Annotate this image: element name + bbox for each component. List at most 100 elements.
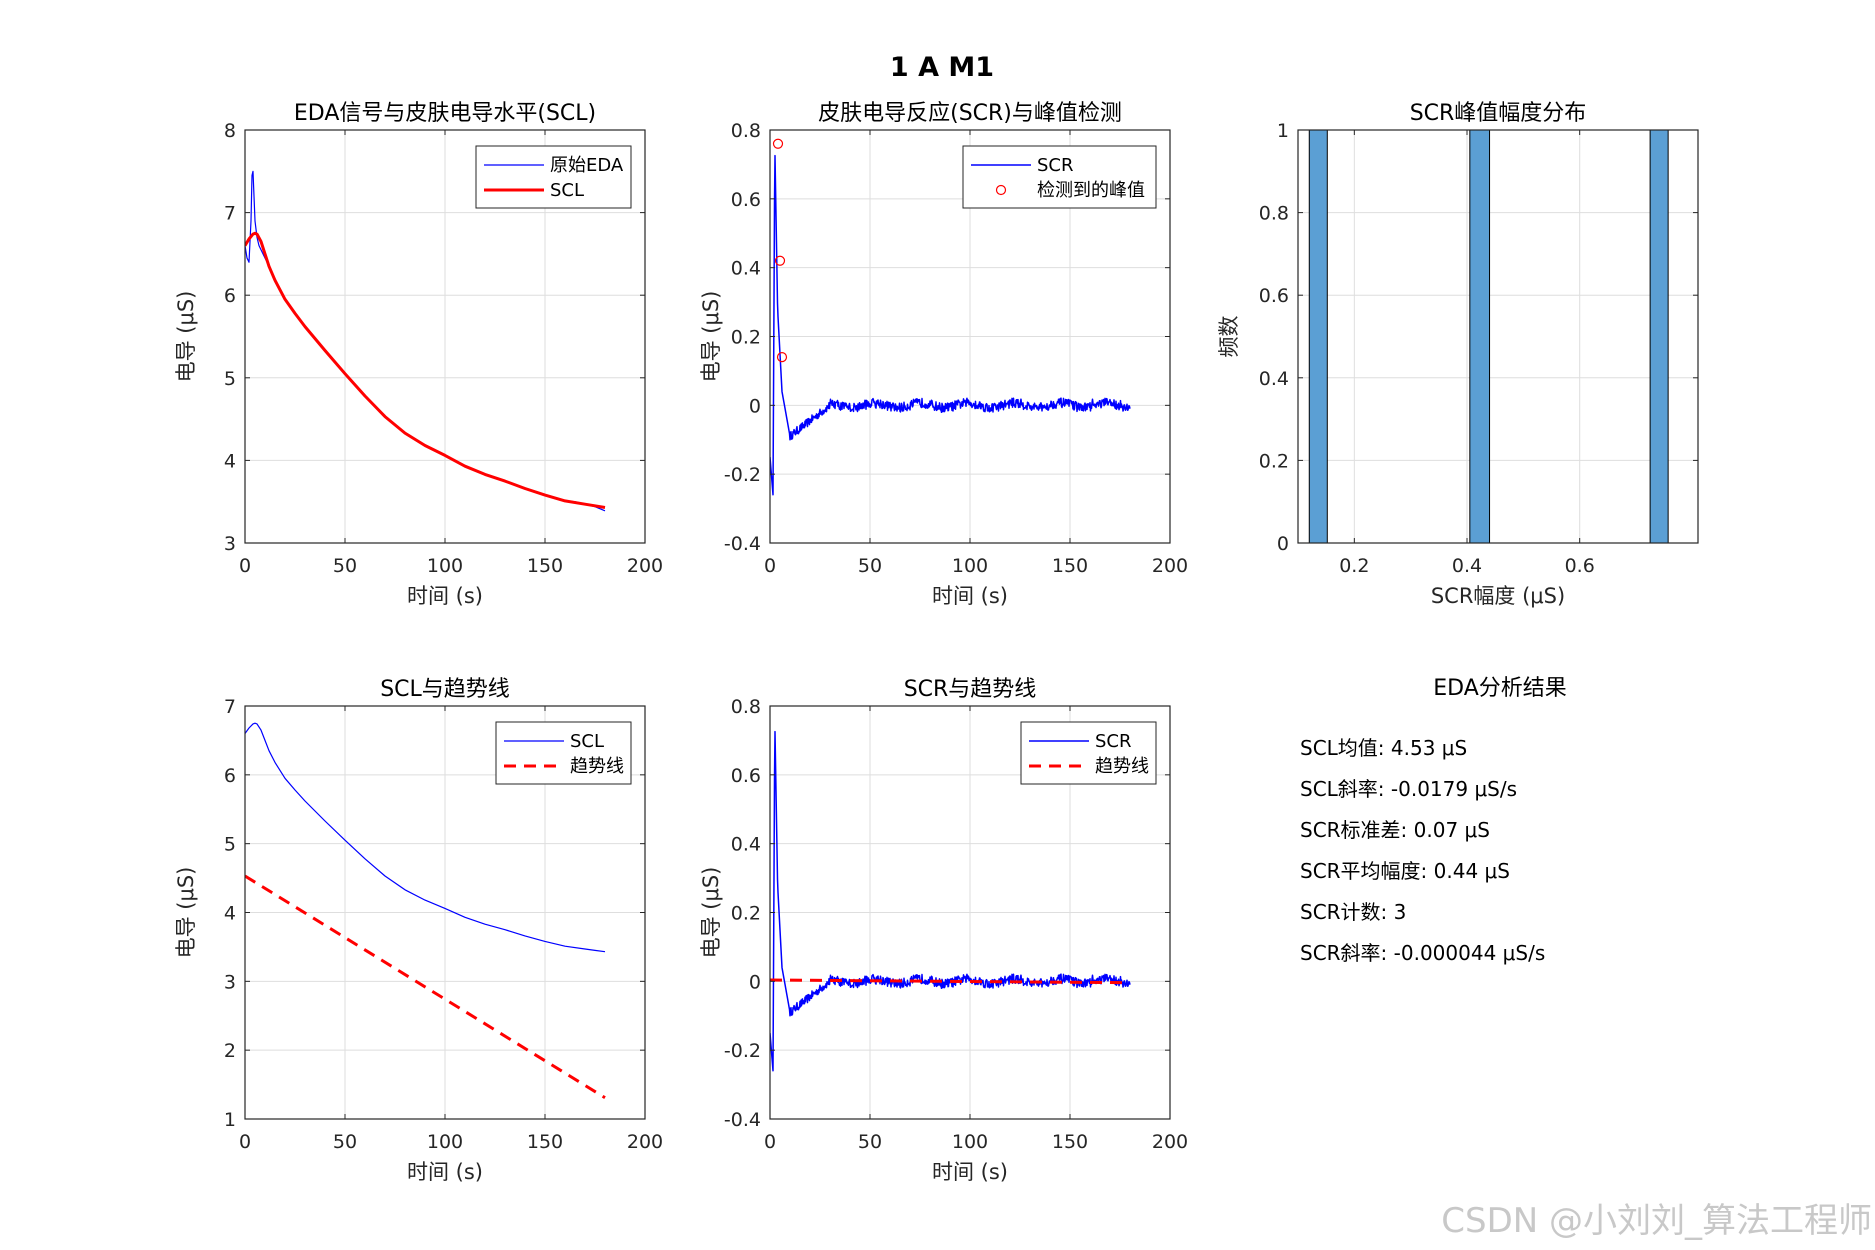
results-panel: EDA分析结果 SCL均值: 4.53 μS SCL斜率: -0.0179 μS… — [1300, 676, 1567, 965]
x-tick-label: 150 — [1052, 1131, 1088, 1153]
y-axis-label: 电导 (μS) — [699, 867, 723, 959]
y-tick-label: 4 — [224, 450, 236, 472]
plot-area — [1298, 130, 1698, 543]
x-tick-label: 100 — [427, 555, 463, 577]
x-tick-label: 200 — [1152, 1131, 1188, 1153]
result-scl-mean: SCL均值: 4.53 μS — [1300, 736, 1467, 760]
y-tick-label: 6 — [224, 765, 236, 787]
y-tick-label: 0.6 — [1259, 285, 1289, 307]
results-title: EDA分析结果 — [1433, 676, 1567, 701]
legend-label: 原始EDA — [550, 155, 624, 176]
x-tick-label: 100 — [427, 1131, 463, 1153]
x-tick-label: 200 — [1152, 555, 1188, 577]
y-tick-label: 0.2 — [731, 327, 761, 349]
y-axis-label: 电导 (μS) — [174, 867, 198, 959]
x-tick-label: 200 — [627, 555, 663, 577]
x-axis-label: SCR幅度 (μS) — [1431, 584, 1565, 608]
x-tick-label: 100 — [952, 1131, 988, 1153]
x-axis-label: 时间 (s) — [932, 584, 1008, 608]
y-tick-label: 1 — [224, 1109, 236, 1131]
legend: SCR 趋势线 — [1020, 721, 1157, 785]
legend: 原始EDA SCL — [475, 145, 632, 209]
y-tick-label: 0.2 — [731, 903, 761, 925]
plot-marks — [1308, 130, 1669, 543]
y-tick-label: 3 — [224, 971, 236, 993]
y-tick-label: 0 — [749, 395, 761, 417]
figure-suptitle: 1 A M1 — [890, 52, 994, 83]
x-axis-label: 时间 (s) — [407, 584, 483, 608]
chart-title: SCR与趋势线 — [904, 677, 1037, 702]
series-line-1 — [770, 154, 1131, 496]
x-axis-label: 时间 (s) — [932, 1160, 1008, 1184]
y-tick-label: 7 — [224, 203, 236, 225]
legend-marker — [995, 184, 1007, 196]
chart-panel-scr_trend: 0 50 100 150 200 -0.4 -0.2 0 0.2 0.4 0.6 0.8 SCR与趋势线… — [699, 677, 1188, 1184]
y-tick-label: 0.6 — [731, 765, 761, 787]
plot-marks — [245, 722, 606, 1099]
y-tick-label: -0.2 — [724, 1040, 761, 1062]
histogram-bar — [1469, 130, 1491, 543]
chart-panel-eda: 0 50 100 150 200 3 4 5 6 7 8 EDA信号与皮肤电导水平(SCL) 时间 (s… — [174, 101, 663, 608]
y-axis-label: 频数 — [1217, 316, 1241, 358]
legend-box — [475, 145, 632, 209]
legend-label: 趋势线 — [1095, 756, 1149, 777]
y-tick-label: 4 — [224, 903, 236, 925]
y-tick-label: 1 — [1277, 120, 1289, 142]
legend-box — [1020, 721, 1157, 785]
csdn-watermark: CSDN @小刘刘_算法工程师 — [1441, 1201, 1872, 1241]
result-scr-slope: SCR斜率: -0.000044 μS/s — [1300, 941, 1545, 965]
legend-label: SCL — [570, 731, 604, 752]
x-tick-label: 0 — [764, 1131, 776, 1153]
x-tick-label: 50 — [858, 555, 882, 577]
x-tick-label: 0.2 — [1339, 555, 1369, 577]
histogram-bar — [1649, 130, 1669, 543]
x-tick-label: 150 — [1052, 555, 1088, 577]
x-tick-label: 50 — [333, 1131, 357, 1153]
x-tick-label: 0 — [239, 555, 251, 577]
y-tick-label: 2 — [224, 1040, 236, 1062]
chart-title: SCL与趋势线 — [380, 677, 510, 702]
y-tick-label: 0.8 — [731, 120, 761, 142]
y-axis-label: 电导 (μS) — [174, 291, 198, 383]
histogram-bar — [1308, 130, 1328, 543]
x-tick-label: 150 — [527, 1131, 563, 1153]
result-scr-mean-amplitude: SCR平均幅度: 0.44 μS — [1300, 859, 1510, 883]
y-tick-label: 0 — [1277, 533, 1289, 555]
y-tick-label: 0.4 — [731, 834, 761, 856]
chart-title: 皮肤电导反应(SCR)与峰值检测 — [818, 101, 1122, 126]
y-tick-label: 6 — [224, 285, 236, 307]
result-scr-count: SCR计数: 3 — [1300, 900, 1406, 924]
y-tick-label: 7 — [224, 696, 236, 718]
y-tick-label: 0.4 — [731, 258, 761, 280]
legend: SCR 检测到的峰值 — [962, 145, 1157, 209]
x-tick-label: 0 — [764, 555, 776, 577]
x-tick-label: 150 — [527, 555, 563, 577]
x-tick-label: 50 — [333, 555, 357, 577]
y-tick-label: 0.8 — [731, 696, 761, 718]
x-tick-label: 50 — [858, 1131, 882, 1153]
plot-marks — [770, 138, 1131, 496]
result-scl-slope: SCL斜率: -0.0179 μS/s — [1300, 777, 1517, 801]
y-tick-label: -0.4 — [724, 533, 761, 555]
legend-box — [495, 721, 632, 785]
chart-panel-scr: 0 50 100 150 200 -0.4 -0.2 0 0.2 0.4 0.6 0.8 皮肤电导反应(… — [699, 101, 1188, 608]
series-line-1 — [245, 722, 606, 953]
chart-title: SCR峰值幅度分布 — [1410, 101, 1587, 126]
legend-label: 趋势线 — [570, 756, 624, 777]
y-tick-label: 5 — [224, 368, 236, 390]
series-line-2 — [245, 231, 606, 509]
y-tick-label: -0.2 — [724, 464, 761, 486]
y-tick-label: 0.8 — [1259, 203, 1289, 225]
y-tick-label: 8 — [224, 120, 236, 142]
y-tick-label: 3 — [224, 533, 236, 555]
plot-marks — [245, 170, 606, 512]
y-tick-label: 0 — [749, 971, 761, 993]
y-tick-label: 0.6 — [731, 189, 761, 211]
x-tick-label: 0.6 — [1565, 555, 1595, 577]
y-tick-label: 5 — [224, 834, 236, 856]
x-tick-label: 0 — [239, 1131, 251, 1153]
y-tick-label: -0.4 — [724, 1109, 761, 1131]
axes-box — [1297, 129, 1699, 544]
